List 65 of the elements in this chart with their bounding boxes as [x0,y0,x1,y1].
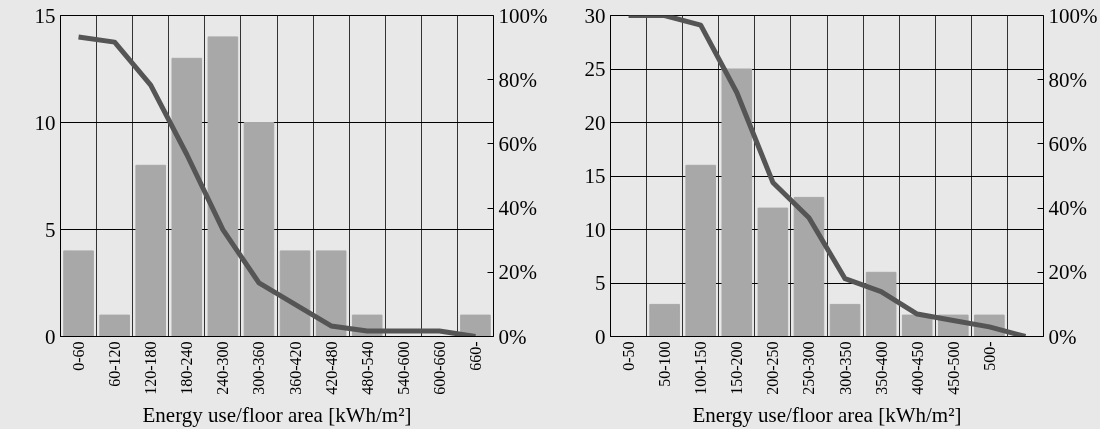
x-tick-label: 250-300 [800,341,818,395]
y2-tick-label: 0% [1048,324,1077,349]
y2-tick-label: 40% [498,196,537,221]
y2-tick-label: 20% [498,260,537,285]
x-tick-label: 500- [980,341,998,371]
x-tick-label: 360-420 [286,341,304,395]
y-tick-label: 5 [45,217,56,242]
x-tick-label: 240-300 [214,341,232,395]
y-tick-label: 20 [584,110,606,135]
x-tick-label: 450-500 [944,341,962,395]
y2-tick-label: 60% [498,131,537,156]
y-tick-label: 0 [45,324,56,349]
x-tick-label: 600-660 [430,341,448,395]
y2-tick-label: 100% [1048,3,1098,28]
x-tick-label: 50-100 [656,341,674,387]
x-tick-label: 120-180 [142,341,160,395]
x-tick-label: 180-240 [178,341,196,395]
bar [649,303,680,337]
x-tick-label: 420-480 [322,341,340,395]
x-tick-label: 300-350 [836,341,854,395]
bar [315,250,347,337]
bar [865,271,897,337]
x-tick-label: 0-50 [620,341,638,371]
x-tick-label: 60-120 [106,341,124,387]
x-tick-label: 300-360 [250,341,268,395]
bar [171,57,203,337]
x-tick-label: 480-540 [358,341,376,395]
bar [63,250,94,337]
x-tick-label: 660- [466,341,484,371]
x-axis-title: Energy use/floor area [kWh/m²] [142,402,412,427]
y2-tick-label: 100% [498,3,548,28]
y2-tick-label: 80% [498,67,537,92]
x-tick-label: 150-200 [728,341,746,395]
y-tick-label: 15 [584,164,606,188]
bar [135,164,166,337]
y-tick-label: 0 [595,324,606,349]
y2-tick-label: 80% [1048,67,1087,92]
bar [757,207,789,337]
bar [721,68,753,337]
y2-tick-label: 60% [1048,131,1087,156]
x-tick-label: 540-600 [394,341,412,395]
y2-tick-label: 40% [1048,196,1087,221]
x-tick-label: 400-450 [908,341,926,395]
bar [99,314,130,337]
bar [901,314,933,337]
bar [685,164,716,337]
bar [829,303,861,337]
x-tick-label: 200-250 [764,341,782,395]
bar [207,36,239,337]
x-axis-title: Energy use/floor area [kWh/m²] [692,402,962,427]
bar [243,122,275,337]
bar [793,196,825,337]
x-tick-label: 350-400 [872,341,890,395]
y2-tick-label: 20% [1048,260,1087,285]
y-tick-label: 15 [34,3,56,28]
x-tick-label: 100-150 [692,341,710,395]
bar [460,314,491,337]
y-tick-label: 10 [584,217,606,242]
y-tick-label: 5 [595,271,606,295]
x-tick-label: 0-60 [70,341,88,371]
y-tick-label: 30 [584,3,606,28]
y-tick-label: 25 [584,57,606,81]
y2-tick-label: 0% [498,324,527,349]
bar [279,250,311,337]
y-tick-label: 10 [34,110,56,135]
